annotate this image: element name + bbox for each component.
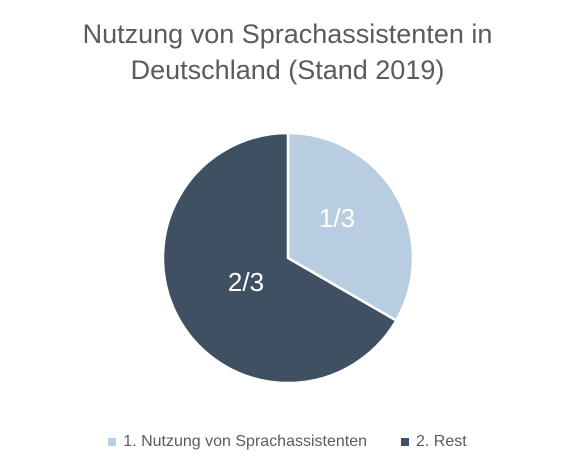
chart-title-line-1: Nutzung von Sprachassistenten in [82, 19, 493, 49]
pie-slices [161, 131, 415, 385]
chart-title-line-2: Deutschland (Stand 2019) [130, 55, 445, 85]
chart-title: Nutzung von Sprachassistenten in Deutsch… [0, 16, 575, 88]
data-label-nutzung: 1/3 [319, 203, 355, 233]
pie-slice-nutzung [286, 131, 415, 322]
legend-label-rest: 2. Rest [416, 433, 467, 450]
pie-slice-rest [161, 131, 398, 385]
legend-swatch-rest [401, 438, 409, 446]
legend-item-nutzung: 1. Nutzung von Sprachassistenten [108, 433, 367, 451]
legend-swatch-nutzung [108, 438, 117, 446]
legend: 1. Nutzung von Sprachassistenten 2. Rest [0, 433, 575, 451]
data-label-rest: 2/3 [228, 267, 264, 297]
pie-data-labels: 1/3 2/3 [228, 203, 355, 297]
legend-item-rest: 2. Rest [401, 433, 467, 451]
legend-label-nutzung: 1. Nutzung von Sprachassistenten [123, 433, 367, 450]
